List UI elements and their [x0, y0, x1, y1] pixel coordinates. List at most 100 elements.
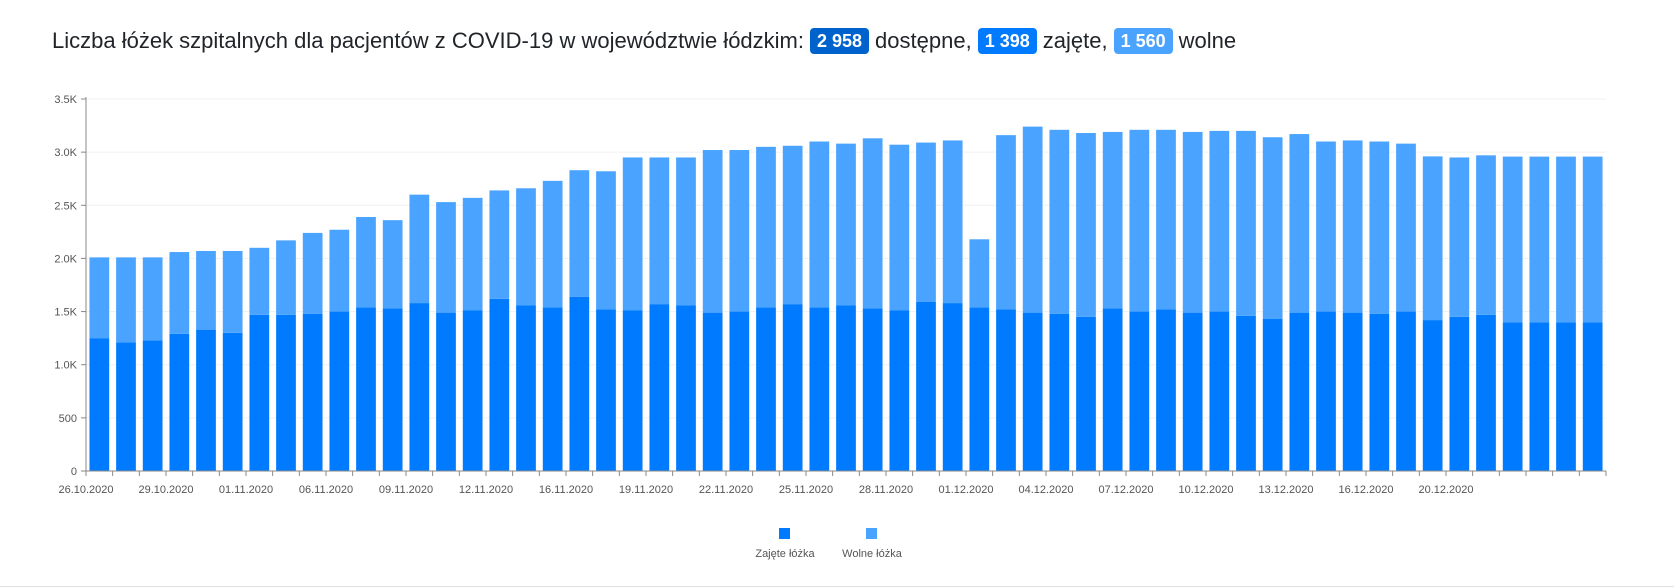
- bar-free[interactable]: [302, 232, 323, 314]
- bar-free[interactable]: [1209, 130, 1230, 312]
- bar-occupied[interactable]: [1209, 311, 1230, 471]
- bar-free[interactable]: [916, 142, 936, 303]
- bar-free[interactable]: [1289, 134, 1310, 313]
- bar-occupied[interactable]: [782, 304, 803, 471]
- bar-occupied[interactable]: [542, 307, 563, 471]
- bar-free[interactable]: [1556, 156, 1576, 323]
- bar-occupied[interactable]: [596, 309, 616, 471]
- bar-occupied[interactable]: [969, 307, 990, 471]
- bar-free[interactable]: [1049, 129, 1070, 314]
- bar-occupied[interactable]: [916, 302, 936, 471]
- bar-free[interactable]: [1182, 131, 1203, 313]
- bar-free[interactable]: [622, 157, 643, 311]
- bar-free[interactable]: [542, 180, 563, 308]
- bar-occupied[interactable]: [196, 329, 216, 471]
- bar-occupied[interactable]: [142, 340, 163, 471]
- bar-occupied[interactable]: [1076, 316, 1096, 471]
- bar-free[interactable]: [1582, 156, 1603, 323]
- bar-free[interactable]: [329, 229, 350, 312]
- bar-occupied[interactable]: [1182, 312, 1203, 471]
- bar-free[interactable]: [1342, 140, 1363, 313]
- bar-free[interactable]: [1262, 137, 1283, 320]
- bar-free[interactable]: [382, 220, 403, 309]
- bar-free[interactable]: [942, 140, 963, 304]
- bar-occupied[interactable]: [1236, 315, 1256, 471]
- bar-occupied[interactable]: [222, 332, 243, 471]
- bar-free[interactable]: [1236, 130, 1256, 316]
- bar-free[interactable]: [196, 250, 216, 330]
- bar-free[interactable]: [862, 138, 883, 309]
- bar-occupied[interactable]: [516, 305, 536, 471]
- bar-occupied[interactable]: [1289, 312, 1310, 471]
- bar-occupied[interactable]: [756, 307, 776, 471]
- bar-occupied[interactable]: [622, 310, 643, 471]
- bar-free[interactable]: [596, 171, 616, 310]
- legend-label-occupied[interactable]: Zajęte łóżka: [755, 548, 815, 560]
- bar-occupied[interactable]: [1422, 320, 1443, 471]
- bar-occupied[interactable]: [809, 307, 830, 471]
- bar-free[interactable]: [889, 144, 910, 311]
- bar-free[interactable]: [676, 157, 696, 306]
- bar-occupied[interactable]: [276, 314, 296, 471]
- bar-free[interactable]: [649, 157, 670, 305]
- bar-free[interactable]: [489, 190, 510, 299]
- bar-free[interactable]: [836, 143, 856, 306]
- bar-free[interactable]: [969, 239, 990, 308]
- bar-free[interactable]: [436, 202, 456, 313]
- bar-occupied[interactable]: [1582, 322, 1603, 471]
- bar-free[interactable]: [729, 150, 750, 312]
- bar-occupied[interactable]: [996, 309, 1016, 471]
- bar-free[interactable]: [356, 216, 376, 308]
- bar-occupied[interactable]: [1396, 311, 1416, 471]
- bar-free[interactable]: [89, 257, 110, 339]
- bar-free[interactable]: [1369, 141, 1390, 314]
- bar-occupied[interactable]: [249, 314, 270, 471]
- bar-free[interactable]: [142, 257, 163, 341]
- bar-occupied[interactable]: [862, 308, 883, 471]
- bar-free[interactable]: [116, 257, 136, 343]
- bar-occupied[interactable]: [462, 310, 483, 471]
- bar-free[interactable]: [222, 250, 243, 333]
- bar-free[interactable]: [1529, 156, 1550, 323]
- bar-occupied[interactable]: [676, 305, 696, 471]
- bar-occupied[interactable]: [1476, 314, 1496, 471]
- bar-occupied[interactable]: [702, 312, 723, 471]
- bar-occupied[interactable]: [649, 304, 670, 471]
- bar-occupied[interactable]: [1262, 319, 1283, 471]
- bar-free[interactable]: [276, 240, 296, 315]
- bar-occupied[interactable]: [489, 298, 510, 471]
- bar-occupied[interactable]: [1129, 311, 1150, 471]
- bar-occupied[interactable]: [729, 311, 750, 471]
- bar-occupied[interactable]: [116, 342, 136, 471]
- bar-occupied[interactable]: [1449, 316, 1470, 471]
- bar-free[interactable]: [809, 141, 830, 308]
- bar-free[interactable]: [1129, 129, 1150, 312]
- bar-free[interactable]: [1316, 141, 1336, 312]
- bar-occupied[interactable]: [356, 307, 376, 471]
- bar-occupied[interactable]: [1102, 308, 1123, 471]
- bar-occupied[interactable]: [1369, 313, 1390, 471]
- bar-free[interactable]: [1022, 126, 1043, 313]
- bar-occupied[interactable]: [1156, 309, 1176, 471]
- bar-occupied[interactable]: [889, 310, 910, 471]
- bar-occupied[interactable]: [169, 333, 190, 471]
- bar-occupied[interactable]: [1049, 313, 1070, 471]
- bar-occupied[interactable]: [329, 311, 350, 471]
- bar-free[interactable]: [462, 197, 483, 311]
- bar-free[interactable]: [1502, 156, 1523, 323]
- bar-free[interactable]: [169, 252, 190, 334]
- bar-occupied[interactable]: [836, 305, 856, 471]
- bar-free[interactable]: [1156, 129, 1176, 310]
- bar-occupied[interactable]: [382, 308, 403, 471]
- bar-occupied[interactable]: [1316, 311, 1336, 471]
- bar-free[interactable]: [782, 145, 803, 305]
- bar-occupied[interactable]: [1342, 312, 1363, 471]
- bar-free[interactable]: [516, 188, 536, 306]
- bar-occupied[interactable]: [1529, 322, 1550, 471]
- bar-free[interactable]: [1449, 157, 1470, 317]
- bar-occupied[interactable]: [942, 303, 963, 471]
- bar-occupied[interactable]: [1556, 322, 1576, 471]
- bar-occupied[interactable]: [302, 313, 323, 471]
- bar-free[interactable]: [1476, 155, 1496, 315]
- bar-occupied[interactable]: [89, 338, 110, 471]
